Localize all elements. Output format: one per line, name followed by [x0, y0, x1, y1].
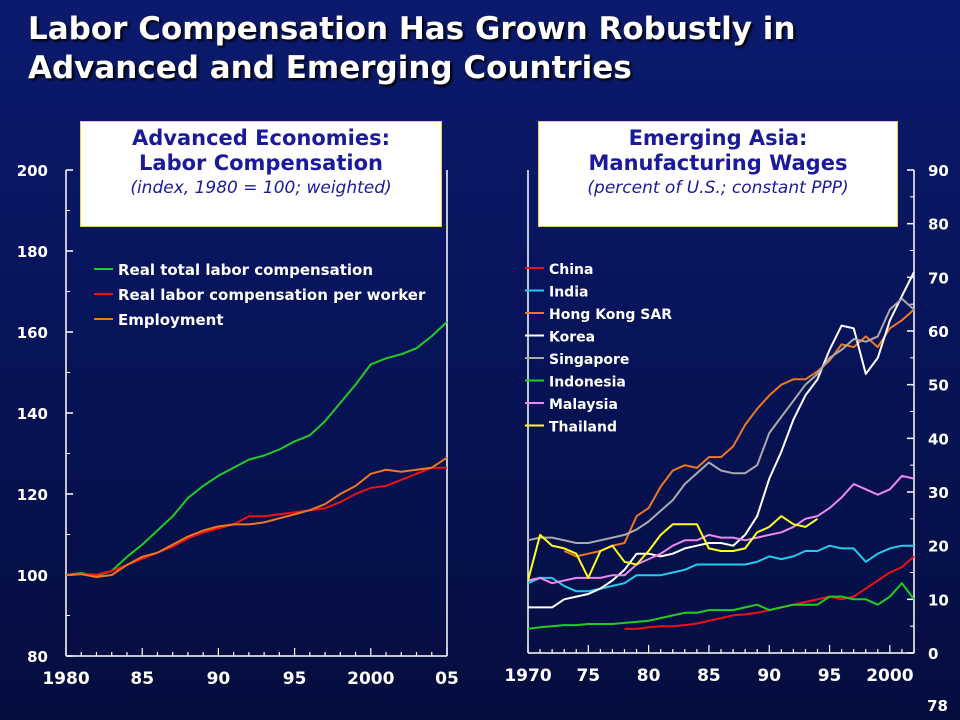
- left-y-tick-label: 200: [17, 162, 48, 180]
- left-series-line-0: [65, 321, 448, 577]
- right-legend-label: Malaysia: [549, 397, 618, 413]
- left-y-tick-label: 160: [17, 324, 48, 342]
- right-x-tick-label: 2000: [866, 666, 913, 686]
- right-y-tick-label: 90: [928, 162, 949, 180]
- right-series-line-5: [527, 582, 915, 630]
- left-y-tick-label: 100: [17, 567, 48, 585]
- right-y-tick-label: 30: [928, 484, 949, 502]
- left-y-tick-label: 180: [17, 243, 48, 261]
- left-x-tick-label: 1980: [42, 669, 89, 689]
- left-chart-title-line-2: Labor Compensation: [139, 151, 383, 175]
- left-x-tick-label: 95: [283, 669, 307, 689]
- left-x-tick-label: 85: [130, 669, 154, 689]
- right-series-line-2: [563, 308, 915, 558]
- right-legend-label: India: [549, 285, 588, 301]
- right-y-tick-label: 0: [928, 645, 938, 663]
- left-chart-subtitle: (index, 1980 = 100; weighted): [130, 178, 392, 198]
- right-x-tick-label: 90: [757, 666, 781, 686]
- right-x-tick-label: 75: [576, 666, 600, 686]
- right-x-tick-label: 95: [818, 666, 842, 686]
- slide-number: 78: [927, 697, 948, 715]
- right-series-line-6: [527, 474, 915, 585]
- right-series-line-7: [527, 515, 819, 581]
- right-chart: 0 10 20 30 40 50 60 70 80 90 1970 75 80 85 90 95 2000 Chi…: [504, 162, 949, 686]
- left-y-tick-label: 80: [27, 648, 48, 666]
- right-series-line-0: [624, 555, 915, 630]
- left-x-tick-label: 90: [207, 669, 231, 689]
- right-series-line-4: [527, 297, 915, 544]
- right-y-tick-label: 20: [928, 538, 949, 556]
- right-series-line-3: [528, 271, 915, 609]
- right-legend-label: Singapore: [549, 352, 629, 368]
- right-chart-title-line-2: Manufacturing Wages: [588, 151, 848, 175]
- right-chart-title-box: Emerging Asia: Manufacturing Wages (perc…: [538, 121, 898, 227]
- right-y-tick-label: 80: [928, 216, 949, 234]
- left-x-tick-label: 2000: [347, 669, 394, 689]
- right-legend-label: China: [549, 262, 593, 278]
- right-legend-label: Hong Kong SAR: [549, 307, 672, 323]
- right-chart-title: Emerging Asia:: [628, 126, 808, 150]
- right-legend-label: Thailand: [549, 420, 617, 436]
- right-y-tick-label: 50: [928, 377, 949, 395]
- slide-title: Labor Compensation Has Grown Robustly in…: [28, 10, 928, 88]
- left-series-line-2: [65, 456, 448, 578]
- right-y-tick-label: 60: [928, 323, 949, 341]
- left-legend-label: Employment: [118, 311, 224, 329]
- left-chart-title: Advanced Economies:: [132, 126, 390, 150]
- slide-title-line-1: Labor Compensation Has Grown Robustly in: [28, 11, 796, 47]
- left-series-line-1: [65, 466, 447, 576]
- right-x-tick-label: 85: [697, 666, 721, 686]
- right-legend-label: Indonesia: [549, 375, 626, 391]
- left-chart: 80 100 120 140 160 180 200 1980 85 90 95 2000 05 Real…: [17, 162, 459, 689]
- left-legend-label: Real total labor compensation: [118, 261, 373, 279]
- right-y-tick-label: 70: [928, 269, 949, 287]
- right-x-tick-label: 1970: [504, 666, 551, 686]
- slide-title-line-2: Advanced and Emerging Countries: [28, 50, 632, 86]
- right-chart-subtitle: (percent of U.S.; constant PPP): [587, 178, 849, 198]
- right-legend-label: Korea: [549, 330, 595, 346]
- left-chart-title-box: Advanced Economies: Labor Compensation (…: [80, 121, 442, 227]
- left-y-tick-label: 120: [17, 486, 48, 504]
- right-series-line-1: [527, 544, 914, 593]
- right-y-tick-label: 40: [928, 430, 949, 448]
- right-y-tick-label: 10: [928, 591, 949, 609]
- left-x-tick-label: 05: [435, 669, 459, 689]
- left-y-tick-label: 140: [17, 405, 48, 423]
- left-legend-label: Real labor compensation per worker: [118, 286, 426, 304]
- right-x-tick-label: 80: [637, 666, 661, 686]
